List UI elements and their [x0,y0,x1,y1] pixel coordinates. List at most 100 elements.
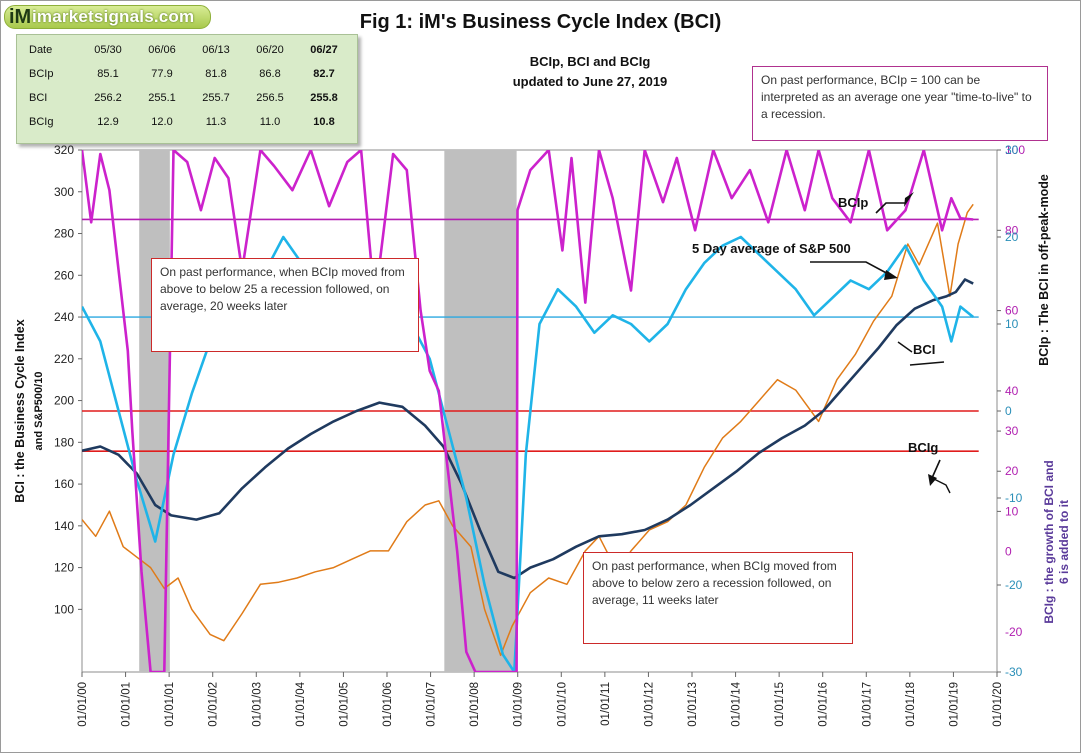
x-axis-tick-label: 01/01/02 [208,682,220,727]
right-axis-bcig-tick-label: 10 [1005,317,1019,331]
x-axis-tick-label: 01/01/00 [77,682,89,727]
left-axis-tick-label: 260 [54,268,74,282]
x-axis-tick-label: 01/01/05 [338,682,350,727]
left-axis-title: BCI : the Business Cycle Index [13,319,27,502]
table-header-row: Date 05/30 06/06 06/13 06/20 06/27 [21,38,351,62]
annotation-bci: BCI [913,342,935,357]
annotation-bcip: BCIp [838,195,868,210]
left-axis-tick-label: 220 [54,352,74,366]
table-cell: 255.7 [202,92,230,104]
table-header-cell: 06/06 [148,44,176,56]
x-axis-tick-label: 01/01/06 [382,682,394,727]
table-header-cell: Date [29,44,53,56]
left-axis-tick-label: 180 [54,435,74,449]
axes: 1001201401601802002202402602803003201020… [13,143,1071,727]
site-name: imarketsignals.com [32,7,195,26]
right-axis-bcip-tick-label: 20 [1005,464,1019,478]
table-cell: 12.0 [151,116,173,128]
table-cell: 12.9 [97,116,119,128]
right-axis-bcip-title: BCIp : The BCI in off-peak-mode [1037,174,1051,366]
bci-line [82,278,974,580]
left-axis-tick-label: 160 [54,477,74,491]
x-axis-tick-label: 01/01/10 [556,682,568,727]
left-axis-tick-label: 100 [54,602,74,616]
left-axis-tick-label: 140 [54,519,74,533]
left-axis-tick-label: 300 [54,185,74,199]
right-axis-bcig-title: BCIg : the growth of BCI and [1042,460,1056,623]
right-axis-bcip-tick-label: 40 [1005,384,1019,398]
table-cell: 256.2 [94,92,122,104]
table-row-label: BCIp [29,68,54,80]
note-bcig-recession-signal: On past performance, when BCIg moved fro… [583,552,853,644]
note-bcip-time-to-live: On past performance, BCIp = 100 can be i… [752,66,1048,141]
imarketsignals-logo[interactable]: iM imarketsignals.com [4,5,211,29]
annotation-bcig-tail [931,477,951,494]
table-cell: 11.3 [205,116,227,128]
annotation-bcip-leader [875,202,905,214]
left-axis-tick-label: 280 [54,227,74,241]
table-cell: 10.8 [313,116,335,128]
right-axis-bcig-tick-label: 30 [1005,143,1019,157]
series-annotations: BCIp 5 Day average of S&P 500 BCI BCIg [692,192,951,494]
annotation-bcig-arrow [928,474,937,486]
table-cell: 11.0 [259,116,281,128]
right-axis-bcig-tick-label: -20 [1005,578,1023,592]
x-axis-tick-label: 01/01/04 [295,681,307,726]
table-cell: 86.8 [259,68,281,80]
left-axis-tick-label: 200 [54,394,74,408]
x-axis-tick-label: 01/01/11 [600,682,612,726]
annotation-sp500-arrow [884,270,898,280]
right-axis-bcig-tick-label: -10 [1005,491,1023,505]
table-cell: 85.1 [97,68,119,80]
right-axis-bcig-subtitle: 6 is added to it [1057,500,1071,584]
sp500-line [82,203,974,657]
left-axis-tick-label: 240 [54,310,74,324]
x-axis-tick-label: 01/01/13 [687,682,699,727]
x-axis-tick-label: 01/01/16 [818,682,830,727]
right-axis-bcig-tick-label: 20 [1005,230,1019,244]
x-axis-tick-label: 01/01/19 [948,682,960,727]
table-row: BCIp 85.1 77.9 81.8 86.8 82.7 [21,62,351,86]
x-axis-tick-label: 01/01/09 [513,682,525,727]
table-header-cell: 06/20 [256,44,284,56]
bci-values-table: Date 05/30 06/06 06/13 06/20 06/27 BCIp … [16,34,358,144]
annotation-bcip-arrow [904,192,914,207]
left-axis-tick-label: 120 [54,561,74,575]
right-axis-bcip-tick-label: 10 [1005,504,1019,518]
annotation-sp500: 5 Day average of S&P 500 [692,241,851,256]
annotation-bci-pointer [897,341,913,353]
right-axis-bcip-tick-label: 80 [1005,223,1019,237]
table-row: BCIg 12.9 12.0 11.3 11.0 10.8 [21,110,351,134]
im-logo-mark: iM [9,6,32,28]
table-cell: 255.8 [310,92,338,104]
chart-subtitle-date: updated to June 27, 2019 [512,74,668,89]
right-axis-bcip-tick-label: 100 [1005,143,1025,157]
right-axis-bcip-tick-label: 0 [1005,545,1012,559]
bcip-line [82,150,974,672]
annotation-bcig: BCIg [908,440,938,455]
table-header-cell: 05/30 [94,44,122,56]
annotation-bci-leader [909,361,945,366]
table-cell: 81.8 [205,68,227,80]
right-axis-bcip-tick-label: 30 [1005,424,1019,438]
x-axis-tick-label: 01/01/20 [992,682,1004,727]
right-axis-bcip-tick-label: -20 [1005,625,1023,639]
table-cell: 256.5 [256,92,284,104]
x-axis-tick-label: 01/01/08 [469,682,481,727]
table-row-label: BCI [29,92,48,104]
left-axis-tick-label: 320 [54,143,74,157]
table-row: BCI 256.2 255.1 255.7 256.5 255.8 [21,86,351,110]
table-row-label: BCIg [29,116,54,128]
table-header-cell: 06/27 [310,44,338,56]
right-axis-bcig-tick-label: -30 [1005,665,1023,679]
left-axis-subtitle: and S&P500/10 [33,372,45,451]
chart-subtitle: BCIp, BCI and BCIg [529,54,651,69]
right-axis-bcip-tick-label: 60 [1005,304,1019,318]
table-cell: 255.1 [148,92,176,104]
x-axis-tick-label: 01/01/07 [426,682,438,727]
x-axis-tick-label: 01/01/01 [121,682,133,727]
x-axis-tick-label: 01/01/18 [905,682,917,727]
note-bcip-recession-signal: On past performance, when BCIp moved fro… [151,258,419,352]
right-axis-bcig-tick-label: 0 [1005,404,1012,418]
table-cell: 82.7 [313,68,335,80]
